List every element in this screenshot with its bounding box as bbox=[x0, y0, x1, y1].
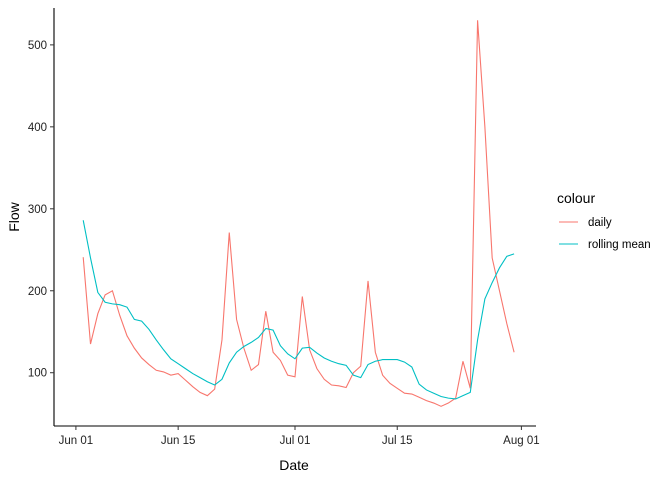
y-tick-label: 300 bbox=[28, 204, 47, 216]
y-tick-label: 400 bbox=[28, 122, 47, 134]
legend-label: daily bbox=[588, 217, 612, 229]
x-tick-label: Jul 01 bbox=[280, 435, 311, 447]
y-tick-label: 500 bbox=[28, 40, 47, 52]
legend-label: rolling mean bbox=[588, 239, 651, 251]
legend-entries: daily rolling mean bbox=[559, 217, 651, 251]
x-tick-label: Jun 15 bbox=[161, 435, 196, 447]
series-line-daily bbox=[82, 20, 515, 407]
legend-title: colour bbox=[557, 190, 595, 206]
series-layer bbox=[82, 20, 515, 407]
x-tick-label: Jun 01 bbox=[59, 435, 94, 447]
x-axis-ticks: Jun 01 Jun 15 Jul 01 Jul 15 Aug 01 bbox=[59, 426, 540, 447]
y-tick-label: 100 bbox=[28, 368, 47, 380]
x-tick-label: Jul 15 bbox=[382, 435, 413, 447]
series-line-rolling-mean bbox=[82, 220, 515, 400]
y-tick-label: 200 bbox=[28, 286, 47, 298]
y-axis-title: Flow bbox=[6, 201, 22, 231]
x-axis-title: Date bbox=[279, 457, 309, 473]
legend: colour daily rolling mean bbox=[557, 190, 651, 251]
x-tick-label: Aug 01 bbox=[503, 435, 539, 447]
y-axis-ticks: 100 200 300 400 500 bbox=[28, 40, 54, 380]
